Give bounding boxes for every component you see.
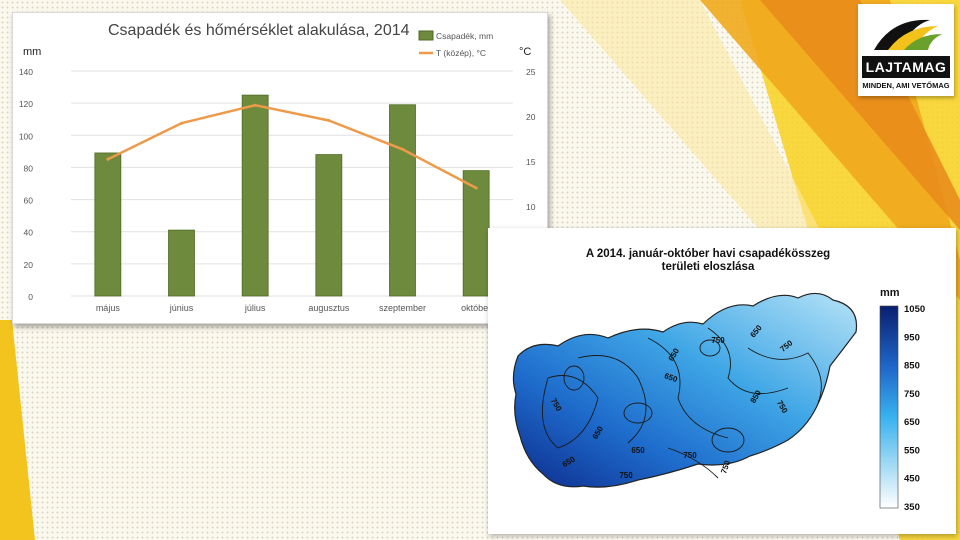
category-label: július [244,303,266,313]
legend-swatch-bar [418,30,434,41]
precipitation-map-card: A 2014. január-október havi csapadékössz… [488,228,956,534]
left-tick-label: 0 [28,292,33,302]
legend-label-line: T (közép), °C [436,48,486,58]
precipitation-bar [241,94,269,297]
left-axis-unit: mm [23,46,41,58]
map-title-line-2: területi eloszlása [661,261,755,273]
contour-label: 750 [683,451,697,460]
map-legend-label: 450 [904,474,920,485]
left-tick-label: 20 [24,260,34,270]
logo-tagline: MINDEN, AMI VETŐMAG [862,81,950,90]
temperature-point [106,157,110,161]
category-labels: május június július augusztus szeptember októ… [96,303,491,313]
temperature-point [253,103,257,107]
map-legend-labels: 1050 950 850 750 650 550 450 350 [904,304,925,513]
precipitation-bar [389,104,416,297]
chart-card: Csapadék és hőmérséklet alakulása, 2014 … [12,12,548,324]
precipitation-bars [94,94,490,297]
right-tick-label: 25 [526,67,536,77]
temperature-point [180,121,183,125]
contour-label: 750 [619,471,633,480]
contour-lines [541,327,822,479]
right-tick-label: 20 [526,112,536,122]
map-legend-colorbar [879,305,899,509]
left-tick-label: 60 [24,196,34,206]
left-tick-label: 120 [19,99,33,109]
category-label: augusztus [308,303,350,313]
company-logo: LAJTAMAG MINDEN, AMI VETŐMAG [858,4,954,96]
map-legend-label: 850 [904,361,920,372]
contour-label: 650 [663,371,679,384]
left-tick-label: 140 [19,67,33,77]
legend-label-bar: Csapadék, mm [436,31,493,41]
contour-label: 650 [631,446,645,455]
map-legend-label: 550 [904,445,920,456]
precipitation-bar [94,152,122,297]
precipitation-bar [315,154,343,297]
right-axis-unit: °C [519,46,531,58]
category-label: szeptember [379,303,426,313]
temperature-point [474,186,478,190]
map-legend-label: 750 [904,389,920,400]
category-label: június [169,303,194,313]
map-legend-label: 1050 [904,304,925,315]
precipitation-temperature-chart: Csapadék és hőmérséklet alakulása, 2014 … [19,22,536,313]
temperature-line [106,103,478,190]
category-label: május [96,303,121,313]
right-tick-label: 10 [526,202,536,212]
left-tick-label: 40 [24,228,34,238]
map-legend-unit: mm [880,287,900,299]
left-axis-ticks: 0 20 40 60 80 100 120 140 [19,67,33,302]
temperature-point [327,119,331,122]
temperature-series-line [107,103,477,190]
chart-title: Csapadék és hőmérséklet alakulása, 2014 [108,22,410,39]
logo-wordmark: LAJTAMAG [862,56,950,78]
country-outline [512,292,858,488]
left-tick-label: 80 [24,163,34,173]
map-legend-label: 650 [904,417,920,428]
map-legend-label: 950 [904,332,920,343]
left-tick-label: 100 [19,131,33,141]
precipitation-bar [168,229,195,297]
map-legend-label: 350 [904,502,920,513]
right-tick-label: 15 [526,157,536,167]
category-label: október [461,303,491,313]
chart-legend: Csapadék, mm T (közép), °C [418,30,493,58]
temperature-point [401,147,404,151]
contour-label: 750 [711,336,725,345]
map-title: A 2014. január-október havi csapadékössz… [488,248,928,274]
map-title-line-1: A 2014. január-október havi csapadékössz… [585,248,831,260]
precipitation-bar [462,170,490,297]
logo-emblem-icon [874,19,942,50]
contour-label: 750 [719,459,732,475]
gridlines [71,70,513,297]
